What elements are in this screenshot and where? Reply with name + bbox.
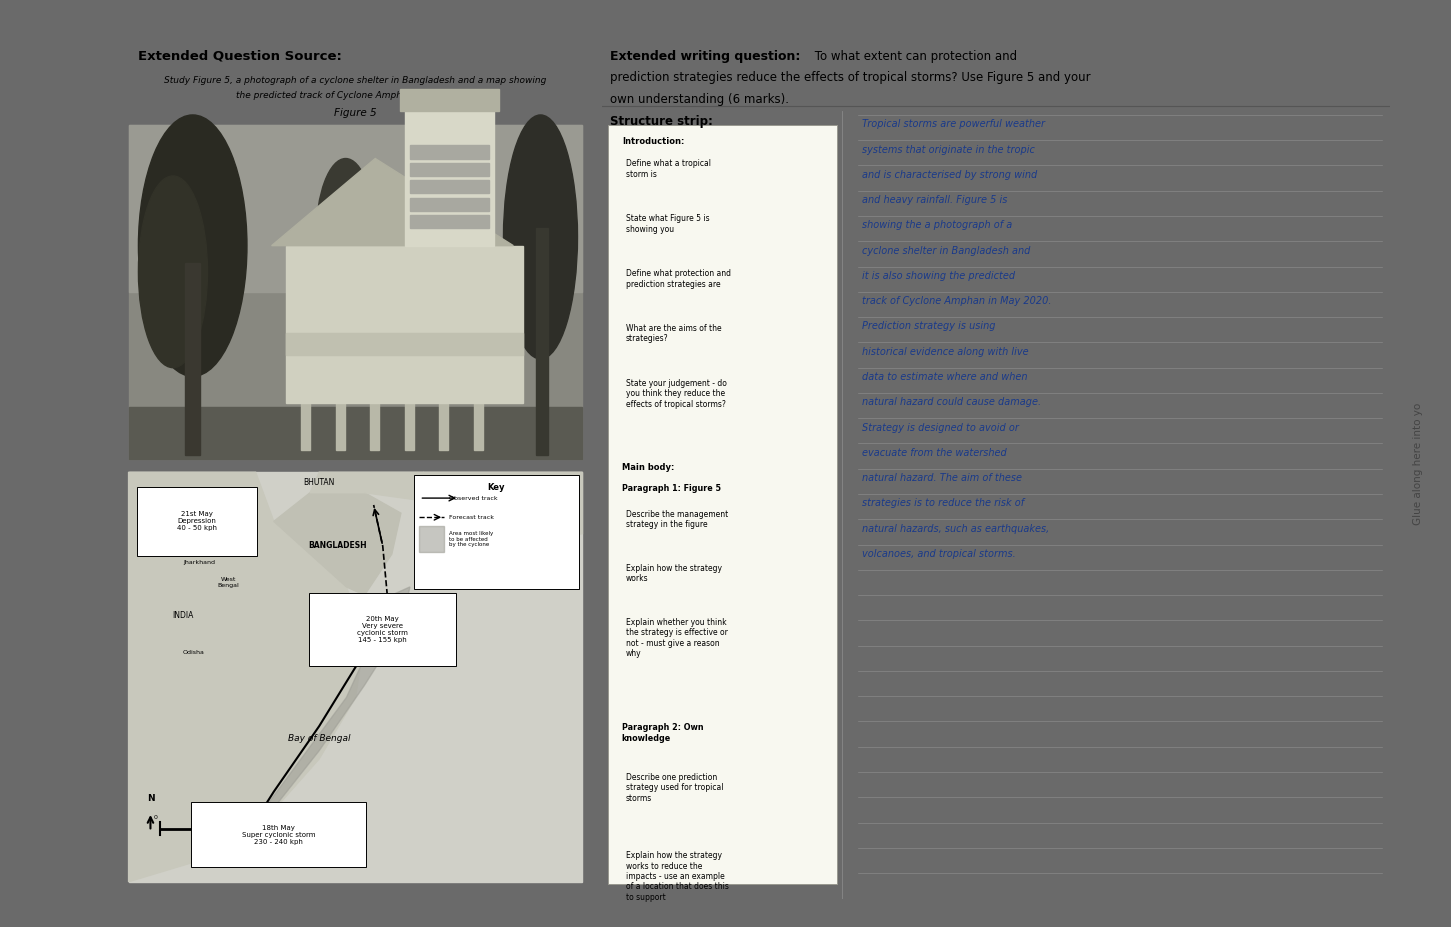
Text: Observed track: Observed track <box>448 496 498 501</box>
Text: Prediction strategy is using: Prediction strategy is using <box>862 322 995 332</box>
Text: Strategy is designed to avoid or: Strategy is designed to avoid or <box>862 423 1019 433</box>
Text: Study Figure 5, a photograph of a cyclone shelter in Bangladesh and a map showin: Study Figure 5, a photograph of a cyclon… <box>164 76 547 84</box>
Text: Jharkhand: Jharkhand <box>183 560 215 565</box>
Bar <box>409 215 489 228</box>
Text: Key: Key <box>488 483 505 492</box>
Polygon shape <box>274 492 400 595</box>
FancyBboxPatch shape <box>309 593 456 667</box>
Bar <box>129 407 582 459</box>
Bar <box>370 355 379 451</box>
Text: Structure strip:: Structure strip: <box>609 115 712 128</box>
Polygon shape <box>424 472 582 554</box>
Text: systems that originate in the tropic: systems that originate in the tropic <box>862 145 1035 155</box>
Text: Bay of Bengal: Bay of Bengal <box>287 734 351 743</box>
Text: natural hazard. The aim of these: natural hazard. The aim of these <box>862 473 1022 483</box>
Bar <box>440 355 448 451</box>
Bar <box>474 355 483 451</box>
Text: strategies is to reduce the risk of: strategies is to reduce the risk of <box>862 499 1024 508</box>
Bar <box>286 333 524 355</box>
Bar <box>409 197 489 210</box>
Ellipse shape <box>503 115 577 359</box>
Bar <box>286 246 524 402</box>
Bar <box>129 125 582 292</box>
Text: Figure 5: Figure 5 <box>334 108 377 118</box>
Text: 18th May
Super cyclonic storm
230 - 240 kph: 18th May Super cyclonic storm 230 - 240 … <box>241 825 315 844</box>
Text: Describe the management
strategy in the figure: Describe the management strategy in the … <box>625 510 728 529</box>
Text: Area most likely
to be affected
by the cyclone: Area most likely to be affected by the c… <box>448 531 493 547</box>
Text: own understanding (6 marks).: own understanding (6 marks). <box>609 94 789 107</box>
Text: Forecast track: Forecast track <box>448 514 493 520</box>
Polygon shape <box>271 159 514 246</box>
Text: evacuate from the watershed: evacuate from the watershed <box>862 448 1007 458</box>
Text: 20th May
Very severe
cyclonic storm
145 - 155 kph: 20th May Very severe cyclonic storm 145 … <box>357 616 408 643</box>
FancyBboxPatch shape <box>414 475 579 589</box>
Text: and is characterised by strong wind: and is characterised by strong wind <box>862 170 1037 180</box>
Text: the predicted track of Cyclone Amphan in May 2020.: the predicted track of Cyclone Amphan in… <box>237 91 474 99</box>
Text: 21st May
Depression
40 - 50 kph: 21st May Depression 40 - 50 kph <box>177 512 216 531</box>
Text: and heavy rainfall. Figure 5 is: and heavy rainfall. Figure 5 is <box>862 195 1007 205</box>
Bar <box>405 107 493 246</box>
Text: Main body:: Main body: <box>622 463 675 472</box>
Bar <box>409 163 489 176</box>
Bar <box>409 146 489 159</box>
Bar <box>129 125 582 459</box>
Text: Extended writing question:: Extended writing question: <box>609 50 801 63</box>
Text: INDIA: INDIA <box>173 611 194 620</box>
Bar <box>535 228 548 455</box>
Text: Explain how the strategy
works to reduce the
impacts - use an example
of a locat: Explain how the strategy works to reduce… <box>625 851 728 902</box>
Text: prediction strategies reduce the effects of tropical storms? Use Figure 5 and yo: prediction strategies reduce the effects… <box>609 71 1091 84</box>
Bar <box>409 181 489 194</box>
Text: BANGLADESH: BANGLADESH <box>308 541 367 551</box>
Ellipse shape <box>316 159 376 315</box>
Ellipse shape <box>138 115 247 376</box>
Text: Describe one prediction
strategy used for tropical
storms: Describe one prediction strategy used fo… <box>625 773 723 803</box>
Bar <box>129 472 582 882</box>
Polygon shape <box>210 587 411 866</box>
Text: volcanoes, and tropical storms.: volcanoes, and tropical storms. <box>862 549 1016 559</box>
Text: Extended Question Source:: Extended Question Source: <box>138 50 342 63</box>
Text: historical evidence along with live: historical evidence along with live <box>862 347 1029 357</box>
Text: Define what protection and
prediction strategies are: Define what protection and prediction st… <box>625 269 731 288</box>
Text: BHUTAN: BHUTAN <box>303 478 335 487</box>
Text: natural hazard could cause damage.: natural hazard could cause damage. <box>862 398 1042 407</box>
Polygon shape <box>129 472 364 882</box>
Polygon shape <box>311 472 424 501</box>
Text: Explain how the strategy
works: Explain how the strategy works <box>625 564 721 583</box>
Text: Paragraph 2: Own
knowledge: Paragraph 2: Own knowledge <box>622 723 704 743</box>
Bar <box>400 89 499 110</box>
Text: INDIA: INDIA <box>472 496 493 505</box>
FancyBboxPatch shape <box>608 125 837 884</box>
Bar <box>302 355 311 451</box>
Text: What are the aims of the
strategies?: What are the aims of the strategies? <box>625 324 721 344</box>
Text: 0: 0 <box>154 815 157 819</box>
Bar <box>419 526 444 552</box>
Text: Odisha: Odisha <box>183 650 205 654</box>
Text: 200 km: 200 km <box>231 815 254 819</box>
Text: N: N <box>147 794 154 804</box>
Ellipse shape <box>138 176 207 368</box>
FancyBboxPatch shape <box>192 802 366 867</box>
Text: data to estimate where and when: data to estimate where and when <box>862 372 1027 382</box>
Bar <box>186 263 200 455</box>
Text: To what extent can protection and: To what extent can protection and <box>811 50 1017 63</box>
Bar <box>405 355 414 451</box>
Text: State your judgement - do
you think they reduce the
effects of tropical storms?: State your judgement - do you think they… <box>625 379 727 409</box>
Text: State what Figure 5 is
showing you: State what Figure 5 is showing you <box>625 214 710 234</box>
Text: Glue along here into yo: Glue along here into yo <box>1413 402 1422 525</box>
Text: Explain whether you think
the strategy is effective or
not - must give a reason
: Explain whether you think the strategy i… <box>625 617 728 658</box>
Text: natural hazards, such as earthquakes,: natural hazards, such as earthquakes, <box>862 524 1049 534</box>
Text: Paragraph 1: Figure 5: Paragraph 1: Figure 5 <box>622 485 721 493</box>
Text: Define what a tropical
storm is: Define what a tropical storm is <box>625 159 711 179</box>
Text: Tropical storms are powerful weather: Tropical storms are powerful weather <box>862 120 1045 129</box>
Text: cyclone shelter in Bangladesh and: cyclone shelter in Bangladesh and <box>862 246 1030 256</box>
Bar <box>129 472 582 882</box>
Text: showing the a photograph of a: showing the a photograph of a <box>862 221 1013 231</box>
Text: it is also showing the predicted: it is also showing the predicted <box>862 271 1016 281</box>
Text: West
Bengal: West Bengal <box>218 578 239 589</box>
FancyBboxPatch shape <box>136 487 257 556</box>
Text: track of Cyclone Amphan in May 2020.: track of Cyclone Amphan in May 2020. <box>862 297 1052 306</box>
Bar <box>335 355 345 451</box>
Text: Introduction:: Introduction: <box>622 137 685 146</box>
